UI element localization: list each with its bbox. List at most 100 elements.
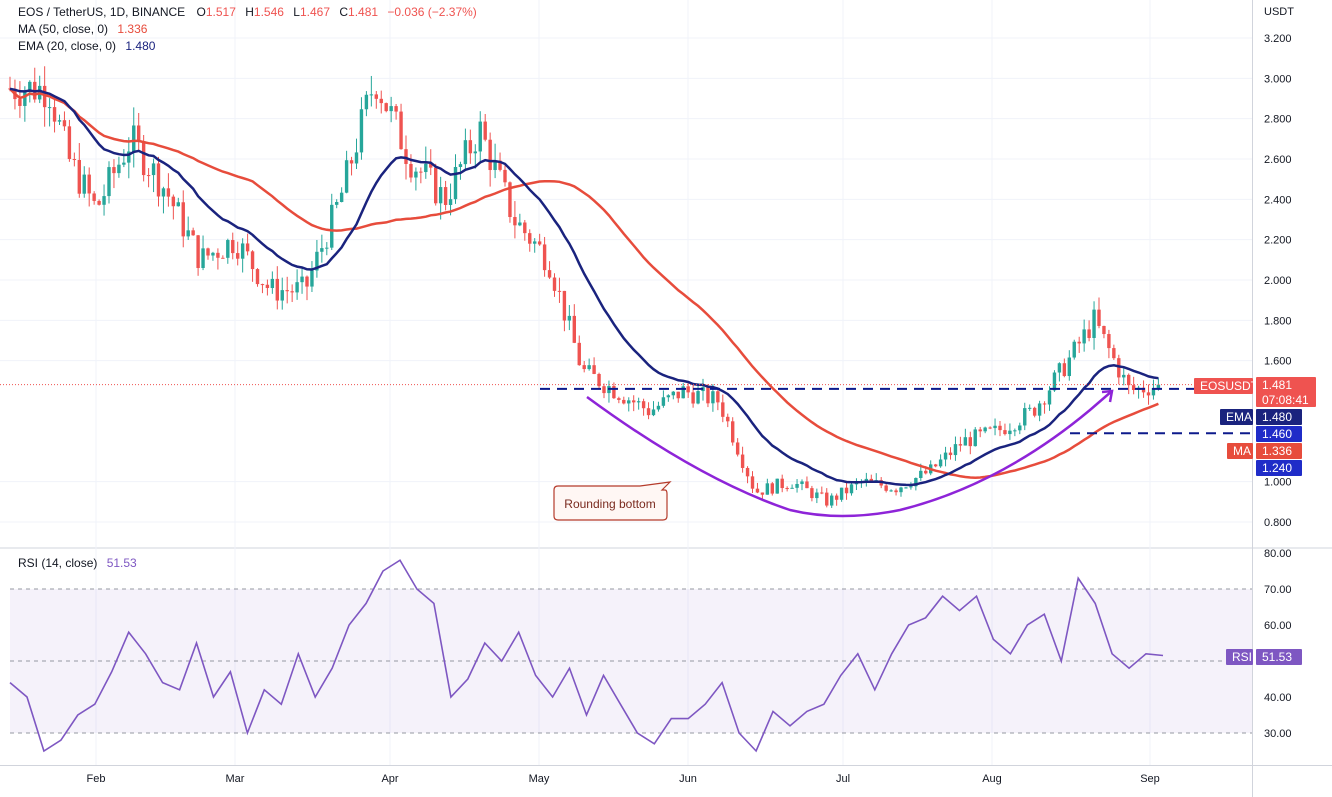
candle-body bbox=[1097, 309, 1101, 326]
candle-body bbox=[325, 247, 329, 249]
price-unit: USDT bbox=[1264, 6, 1294, 18]
candle-body bbox=[414, 171, 418, 178]
candle-body bbox=[231, 240, 235, 254]
candle-body bbox=[978, 429, 982, 432]
price-tick-label: 1.600 bbox=[1264, 356, 1292, 368]
candle-body bbox=[216, 252, 220, 258]
candle-body bbox=[1057, 363, 1062, 373]
rsi-scale[interactable]: 80.00 70.00 60.00 40.00 30.00 bbox=[1264, 548, 1292, 740]
candle-body bbox=[864, 478, 869, 482]
candle-body bbox=[780, 478, 784, 489]
candle-body bbox=[503, 169, 507, 183]
candle-body bbox=[87, 174, 91, 194]
rsi-pane[interactable] bbox=[0, 549, 1252, 765]
candle-body bbox=[132, 125, 136, 152]
candle-body bbox=[1062, 363, 1067, 377]
candle-body bbox=[998, 425, 1002, 431]
candle-body bbox=[434, 167, 438, 204]
candle-body bbox=[914, 477, 918, 487]
candle-body bbox=[636, 401, 641, 403]
low-value: 1.467 bbox=[300, 5, 330, 19]
candle-body bbox=[52, 107, 57, 122]
time-tick-label: Feb bbox=[87, 773, 106, 785]
candle-body bbox=[651, 409, 656, 416]
candle-body bbox=[483, 121, 487, 140]
ema-tag-text: EMA bbox=[1226, 410, 1252, 424]
candle-body bbox=[344, 160, 349, 193]
candle-body bbox=[404, 149, 408, 164]
candle-body bbox=[384, 103, 388, 112]
candle-body bbox=[1131, 385, 1136, 390]
candle-body bbox=[186, 230, 190, 237]
ma-value: 1.336 bbox=[117, 22, 147, 36]
candle-body bbox=[335, 202, 339, 205]
candle-body bbox=[745, 467, 750, 477]
candle-body bbox=[641, 401, 646, 409]
candle-body bbox=[523, 222, 527, 234]
candle-body bbox=[399, 111, 403, 150]
candle-body bbox=[171, 196, 176, 207]
time-axis[interactable]: Feb Mar Apr May Jun Jul Aug Sep bbox=[87, 773, 1160, 785]
candle-body bbox=[191, 230, 195, 236]
legend-symbol[interactable]: EOS / TetherUS, 1D, BINANCE O1.517 H1.54… bbox=[18, 5, 477, 19]
candle-body bbox=[567, 315, 572, 321]
candle-body bbox=[211, 252, 215, 256]
candle-body bbox=[463, 140, 468, 165]
candle-body bbox=[206, 248, 210, 256]
candle-body bbox=[775, 478, 779, 494]
candle-body bbox=[785, 488, 789, 490]
candle-body bbox=[1127, 374, 1131, 386]
candle-body bbox=[1102, 325, 1106, 335]
candle-body bbox=[572, 315, 576, 343]
candle-body bbox=[453, 166, 458, 200]
rsi-tag-bg bbox=[1226, 649, 1253, 665]
candle-body bbox=[513, 217, 517, 226]
candle-body bbox=[339, 192, 344, 203]
candle-body bbox=[374, 94, 378, 99]
candle-body bbox=[280, 290, 284, 301]
candle-body bbox=[1023, 408, 1027, 426]
price-tick-label: 3.200 bbox=[1264, 33, 1292, 45]
candle-body bbox=[938, 459, 943, 467]
candle-body bbox=[726, 416, 730, 422]
legend-ema[interactable]: EMA (20, close, 0) 1.480 bbox=[18, 39, 156, 53]
candle-body bbox=[429, 163, 433, 168]
candle-body bbox=[518, 222, 522, 226]
candle-body bbox=[226, 240, 230, 258]
rsi-tick-label: 40.00 bbox=[1264, 692, 1292, 704]
candle-body bbox=[245, 243, 250, 252]
time-tick-label: Apr bbox=[381, 773, 398, 785]
price-scale[interactable]: 3.200 3.000 2.800 2.600 2.400 2.200 2.000 1.800… bbox=[1264, 33, 1292, 529]
candle-body bbox=[537, 241, 542, 245]
legend-rsi[interactable]: RSI (14, close) 51.53 bbox=[18, 556, 137, 570]
candle-body bbox=[275, 278, 279, 301]
open-value: 1.517 bbox=[206, 5, 236, 19]
rsi-tick-label: 80.00 bbox=[1264, 548, 1292, 560]
legend-ma[interactable]: MA (50, close, 0) 1.336 bbox=[18, 22, 148, 36]
candle-body bbox=[661, 397, 666, 406]
candle-body bbox=[533, 241, 537, 244]
candle-body bbox=[1087, 329, 1091, 338]
candle-body bbox=[750, 476, 755, 489]
candle-body bbox=[1067, 357, 1071, 377]
price-tick-label: 2.000 bbox=[1264, 275, 1292, 287]
candle-body bbox=[706, 387, 710, 404]
candle-body bbox=[721, 402, 725, 417]
candle-body bbox=[107, 167, 111, 197]
candle-body bbox=[805, 481, 809, 489]
candle-body bbox=[240, 243, 245, 259]
candle-body bbox=[894, 490, 898, 493]
candle-body bbox=[825, 492, 829, 506]
candle-body bbox=[18, 99, 22, 106]
grid bbox=[0, 0, 1252, 765]
price-pane[interactable] bbox=[0, 0, 1252, 547]
candle-body bbox=[493, 160, 497, 171]
candle-body bbox=[310, 270, 314, 287]
price-tick-label: 1.000 bbox=[1264, 477, 1292, 489]
candle-body bbox=[1107, 334, 1111, 349]
candle-body bbox=[250, 251, 255, 270]
candle-body bbox=[1028, 407, 1032, 409]
candle-body bbox=[676, 391, 680, 399]
candle-body bbox=[23, 92, 27, 106]
